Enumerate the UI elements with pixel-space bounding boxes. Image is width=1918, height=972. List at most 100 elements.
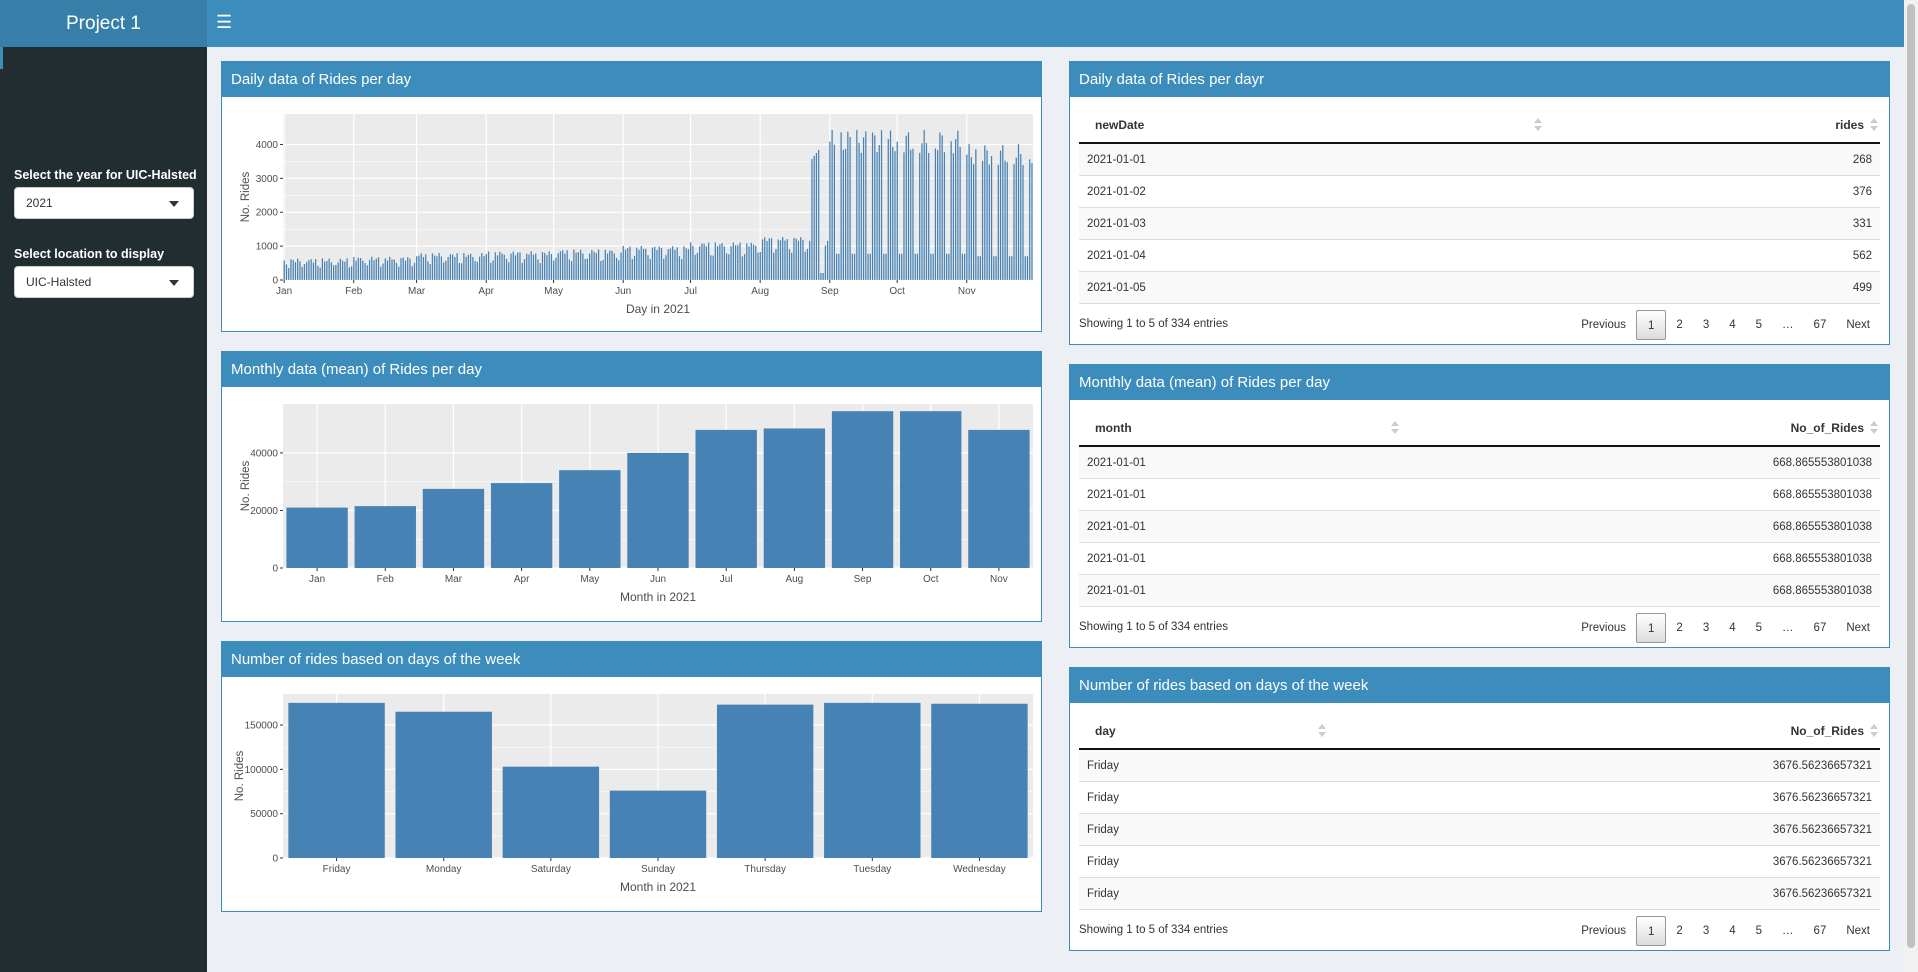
year-select[interactable]: 2021 (14, 187, 194, 219)
daily-bar (288, 268, 290, 280)
daily-bar (294, 262, 297, 280)
page-button-3[interactable]: 3 (1702, 319, 1710, 331)
column-header-no-of-rides[interactable]: No_of_Rides (1790, 421, 1864, 435)
daily-bar (925, 142, 928, 280)
page-scrollbar[interactable] (1904, 0, 1918, 972)
daily-bar (341, 260, 344, 280)
daily-bar (928, 152, 930, 280)
sort-icon[interactable] (1870, 724, 1878, 738)
daily-bar (638, 249, 640, 280)
monthly-table-title: Monthly data (mean) of Rides per day (1070, 365, 1889, 400)
page-button-67[interactable]: 67 (1813, 319, 1827, 331)
page-button-5[interactable]: 5 (1755, 622, 1763, 634)
daily-bar (683, 246, 685, 280)
previous-page-button[interactable]: Previous (1581, 319, 1627, 331)
table-cell: 2021-01-01 (1087, 521, 1146, 533)
daily-bar (716, 246, 719, 280)
daily-bar (968, 144, 970, 280)
column-header-no-of-rides[interactable]: No_of_Rides (1790, 724, 1864, 738)
daily-bar (961, 253, 963, 280)
page-button-1[interactable]: 1 (1636, 310, 1667, 340)
daily-bar (788, 249, 791, 280)
page-button-4[interactable]: 4 (1729, 319, 1736, 331)
daily-bar (377, 257, 380, 280)
y-tick-label: 2000 (256, 208, 279, 219)
next-page-button[interactable]: Next (1846, 925, 1870, 937)
daily-bar (434, 255, 436, 280)
daily-bar (315, 259, 317, 280)
y-tick-label: 4000 (256, 140, 279, 151)
table-header: day No_of_Rides (1079, 712, 1880, 750)
daily-bar (663, 258, 665, 280)
page-button-5[interactable]: 5 (1755, 319, 1763, 331)
x-tick-label: Sunday (641, 864, 675, 875)
column-header-rides[interactable]: rides (1835, 118, 1864, 132)
monthly-plot: 0 20000 40000 No. Rides Month in 2021 Jan Feb M… (222, 387, 1041, 621)
daily-bar (853, 253, 856, 280)
daily-bar (937, 150, 939, 280)
daily-bar (402, 257, 404, 280)
daily-bar (449, 254, 452, 280)
daily-bar (537, 259, 539, 280)
page-button-1[interactable]: 1 (1636, 916, 1667, 946)
menu-toggle-icon[interactable]: ☰ (216, 12, 233, 32)
daily-bar (970, 157, 972, 280)
page-button-3[interactable]: 3 (1702, 622, 1710, 634)
daily-bar-chart: 0 1000 2000 3000 4000 No. Rides Day in 2021 Jan… (240, 114, 1033, 316)
next-page-button[interactable]: Next (1846, 622, 1870, 634)
table-row: 2021-01-01 668.865553801038 (1079, 511, 1880, 543)
page-button-4[interactable]: 4 (1729, 925, 1736, 937)
daily-bar (820, 272, 822, 280)
scrollbar-thumb[interactable] (1907, 4, 1915, 948)
daily-bar (633, 255, 636, 280)
daily-bar (651, 247, 654, 280)
daily-bar (420, 253, 422, 280)
daily-bar (658, 246, 660, 280)
daily-bar (901, 253, 903, 280)
daily-bar (297, 258, 299, 280)
page-button-1[interactable]: 1 (1636, 613, 1667, 643)
column-header-newdate[interactable]: newDate (1095, 118, 1145, 132)
page-button-4[interactable]: 4 (1729, 622, 1736, 634)
sort-icon[interactable] (1534, 118, 1542, 132)
daily-bar (431, 253, 434, 280)
page-button-67[interactable]: 67 (1813, 925, 1827, 937)
table-cell: 562 (1852, 250, 1872, 262)
table-cell: 3676.56236657321 (1772, 792, 1872, 804)
daily-bar (990, 156, 993, 280)
page-button-5[interactable]: 5 (1755, 925, 1763, 937)
daily-bar (892, 146, 894, 280)
daily-bar (642, 248, 645, 280)
bar-apr (490, 483, 553, 568)
next-page-button[interactable]: Next (1846, 319, 1870, 331)
table-row: 2021-01-01 268 (1079, 144, 1880, 176)
daily-bar (503, 254, 505, 280)
page-button-2[interactable]: 2 (1676, 319, 1683, 331)
column-header-month[interactable]: month (1095, 421, 1132, 435)
sort-icon[interactable] (1870, 118, 1878, 132)
location-select-value: UIC-Halsted (26, 275, 92, 289)
daily-bar (955, 139, 957, 280)
x-tick-label: Oct (889, 286, 905, 297)
sort-icon[interactable] (1870, 421, 1878, 435)
page-button-2[interactable]: 2 (1676, 622, 1683, 634)
daily-bar (905, 135, 907, 280)
x-axis-label: Day in 2021 (626, 302, 690, 316)
sort-icon[interactable] (1391, 421, 1399, 435)
daily-bar (337, 262, 339, 280)
sort-icon[interactable] (1318, 724, 1326, 738)
daily-bar (548, 251, 550, 280)
page-button-3[interactable]: 3 (1702, 925, 1710, 937)
daily-bar (748, 246, 750, 280)
location-select[interactable]: UIC-Halsted (14, 266, 194, 298)
daily-table: newDate rides 2021-01-01 268 2021-01-02 376… (1079, 106, 1880, 344)
column-header-day[interactable]: day (1095, 724, 1116, 738)
previous-page-button[interactable]: Previous (1581, 622, 1627, 634)
pagination: Previous 1 2 3 4 5 … 67 Next (1571, 916, 1880, 946)
daily-bar (418, 255, 420, 280)
page-button-2[interactable]: 2 (1676, 925, 1683, 937)
daily-bar (705, 246, 708, 280)
previous-page-button[interactable]: Previous (1581, 925, 1627, 937)
x-tick-label: Nov (958, 286, 976, 297)
page-button-67[interactable]: 67 (1813, 622, 1827, 634)
